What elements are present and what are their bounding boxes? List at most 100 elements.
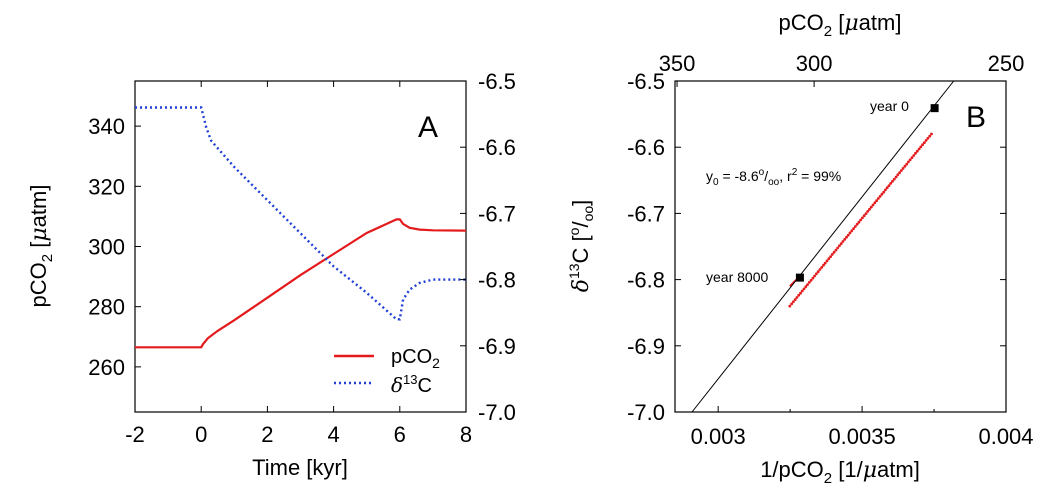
x-tick-label: 0 [195,422,207,447]
panel-b-ylabel: δ13C [o/oo] [566,200,596,293]
panel-a-label: A [418,111,438,144]
scatter-point [790,302,793,306]
panel-b-points-group [788,132,933,308]
scatter-point [855,222,859,226]
y-left-tick-label: 300 [88,235,125,260]
scatter-point [804,285,808,289]
scatter-point [788,304,792,308]
y-left-tick-label: 320 [88,174,125,199]
scatter-point [924,139,928,142]
series-line-d13c [135,106,466,321]
legend-d13c-label: δ13C [391,372,432,397]
scatter-point [900,169,903,172]
scatter-point [811,276,815,280]
scatter-point [852,227,855,231]
scatter-point [876,197,880,200]
scatter-point [923,141,926,145]
scatter-point [809,278,813,282]
panel-b-xlabel: 1/pCO2 [1/μatm] [760,457,920,487]
scatter-point [887,184,891,188]
y-right-tick-label: -6.5 [478,69,516,94]
scatter-point [857,220,861,224]
scatter-point [921,143,924,147]
scatter-point [795,296,799,299]
panel-a-pco2-line-group [135,218,467,349]
y-tick-label: -6.6 [627,135,665,160]
marker-square [930,104,939,113]
panel-b-frame [674,80,1007,413]
panel-a-y-left-ticks: 260 280 300 320 340 [88,114,141,380]
scatter-point [917,147,921,151]
scatter-point [903,164,907,168]
y-right-tick-label: -6.9 [478,334,516,359]
scatter-point [894,175,898,179]
scatter-point [827,257,831,261]
scatter-point [868,207,871,211]
scatter-point [806,283,809,286]
scatter-point [848,231,852,235]
scatter-point [839,242,843,246]
scatter-point [862,214,866,218]
annotation-year0: year 0 [870,98,909,114]
y-right-tick-label: -6.7 [478,201,516,226]
y-right-tick-label: -7.0 [478,400,516,425]
x-tick-label: 2 [261,422,273,447]
panel-a-y-right-ticks: -7.0 -6.9 -6.8 -6.7 -6.6 -6.5 [460,69,516,425]
x-top-tick-label: 300 [796,51,833,76]
scatter-point [889,182,893,185]
panel-a-ylabel: pCO2 [μatm] [26,185,56,308]
scatter-point [884,188,887,192]
annotation-year8000: year 8000 [706,269,768,285]
scatter-point [892,177,896,181]
svg-text:pCO2 [μatm]: pCO2 [μatm] [26,185,56,308]
scatter-point [878,195,882,198]
x-tick-label: -2 [125,422,145,447]
scatter-point [896,173,900,177]
scatter-point [880,192,884,196]
legend-pco2-label: pCO2 [391,346,440,371]
scatter-point [850,229,854,233]
scatter-point [915,149,919,153]
y-tick-label: -6.7 [627,201,665,226]
scatter-point [816,270,820,274]
scatter-point [834,248,838,252]
scatter-point [792,300,795,304]
y-right-tick-label: -6.6 [478,135,516,160]
scatter-point [912,154,916,157]
scatter-point [845,235,848,239]
y-tick-label: -6.5 [627,69,665,94]
scatter-point [869,205,873,209]
scatter-point [829,255,832,258]
scatter-point [859,218,862,222]
panel-b-x-top-ticks: 350 300 250 [659,51,1024,87]
scatter-point [905,162,909,166]
scatter-point [864,212,868,216]
panel-b-fit-line [691,80,955,413]
x-tick-label: 0.0035 [828,424,895,449]
scatter-point [853,225,857,228]
scatter-point [885,186,889,190]
panel-b-label: B [966,101,986,134]
scatter-point [908,158,912,162]
scatter-point [838,244,841,248]
scatter-point [926,136,930,140]
scatter-point [871,203,875,207]
y-tick-label: -6.9 [627,334,665,359]
series-line-pco2 [135,218,467,349]
scatter-point [822,263,825,267]
x-tick-label: 0.003 [691,424,746,449]
y-left-tick-label: 260 [88,355,125,380]
panel-a-x-ticks: -2 0 2 4 6 8 [125,81,472,447]
y-tick-label: -7.0 [627,400,665,425]
scatter-point [815,272,818,276]
scatter-point [793,298,797,301]
panel-a-legend: pCO2 δ13C [334,346,440,397]
scatter-point [866,210,870,213]
scatter-point [907,160,910,164]
x-tick-label: 8 [460,422,472,447]
panel-b-xlabel-top: pCO2 [μatm] [779,10,902,40]
y-right-tick-label: -6.8 [478,268,516,293]
scatter-point [807,281,811,284]
x-tick-label: 6 [394,422,406,447]
